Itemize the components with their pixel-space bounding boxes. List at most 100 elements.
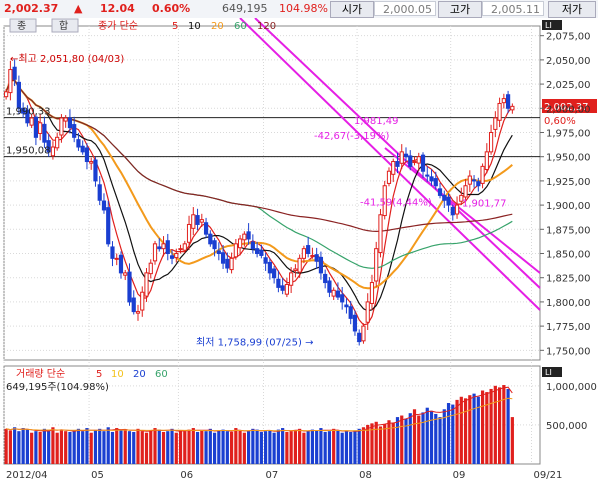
- volume-bar: [327, 431, 332, 464]
- candle-body: [72, 124, 77, 138]
- volume-bar: [34, 431, 38, 464]
- candle-body: [135, 311, 141, 314]
- volume-bar: [374, 421, 378, 464]
- candle-body: [212, 240, 217, 250]
- volume-tick-label: 500,000: [546, 421, 587, 432]
- volume-bar: [349, 431, 353, 464]
- price-tick-label: 2,000,00: [546, 104, 591, 115]
- candle-body: [301, 248, 307, 259]
- candle-body: [29, 117, 34, 126]
- candle-body: [93, 159, 98, 182]
- candle-body: [67, 117, 73, 129]
- volume-bar: [404, 418, 408, 464]
- candle-body: [442, 194, 447, 201]
- price-tick-label: 1,750,00: [546, 346, 591, 357]
- date-tick-label: 2012/04: [6, 470, 48, 481]
- price-tick-label: 1,775,00: [546, 322, 591, 333]
- candle-body: [403, 153, 409, 158]
- annotation-1990: 1,990,33: [6, 107, 51, 118]
- volume-bar: [408, 413, 412, 464]
- candle-body: [501, 98, 506, 104]
- volume-bar: [149, 430, 153, 464]
- volume-bar: [438, 417, 442, 464]
- ma-legend-period: 60: [234, 21, 247, 32]
- volume-bar: [412, 409, 417, 464]
- candle-body: [510, 105, 515, 111]
- volume-bar: [170, 428, 174, 464]
- volume-value-label: 649,195주(104.98%): [6, 382, 109, 393]
- candle-body: [306, 245, 311, 255]
- volume-bar: [21, 428, 25, 464]
- candle-body: [369, 282, 375, 304]
- legend-button-2[interactable]: [51, 18, 79, 33]
- candle-body: [46, 140, 51, 153]
- chart-area[interactable]: ←최고 2,051,80 (04/03) 최저 1,758,99 (07/25) …: [0, 18, 598, 484]
- li-badge-volume: [542, 367, 562, 377]
- volume-bar: [85, 428, 89, 464]
- candle-body: [454, 204, 460, 215]
- low-annotation: 최저 1,758,99 (07/25) →: [196, 337, 313, 349]
- volume-plot-frame: [3, 365, 541, 465]
- candle-body: [497, 102, 502, 121]
- volume-legend-period: 20: [133, 369, 146, 380]
- volume-bar: [336, 430, 340, 464]
- candle-body: [412, 161, 417, 164]
- candle-body: [25, 109, 30, 124]
- volume-bar: [387, 420, 391, 464]
- volume-bar: [127, 431, 132, 464]
- ma-legend-period: 10: [188, 21, 201, 32]
- annotation-change-1: -42,67(-3,19%): [314, 131, 390, 142]
- volume-tick-label: 1,000,000: [546, 382, 597, 393]
- candle-body: [199, 219, 204, 223]
- volume-bar: [378, 426, 383, 464]
- candle-body: [280, 285, 285, 291]
- candle-body: [250, 241, 255, 250]
- change-percent: 0.60%: [152, 2, 191, 15]
- li-badge-volume-label: LI: [545, 368, 552, 377]
- candle-body: [216, 250, 221, 255]
- volume-bar: [204, 431, 208, 464]
- volume-bar: [136, 428, 140, 464]
- annotation-change-2: -41,59(4,44%): [360, 197, 432, 208]
- volume-bar: [302, 432, 306, 464]
- candle-body: [433, 178, 438, 187]
- candle-body: [101, 200, 107, 211]
- volume-bar: [157, 429, 161, 464]
- candle-body: [76, 139, 81, 148]
- volume-bar: [306, 431, 310, 464]
- candle-body: [157, 246, 162, 250]
- candle-body: [169, 255, 175, 259]
- volume-bar: [208, 428, 212, 464]
- volume-bar: [442, 409, 446, 464]
- channel-line-lower: [239, 18, 541, 311]
- volume-bar: [323, 431, 327, 464]
- candle-body: [488, 131, 494, 153]
- volume-bar: [38, 431, 42, 464]
- candle-body: [463, 185, 468, 198]
- candle-body: [131, 297, 136, 313]
- candle-body: [378, 214, 383, 254]
- price-header: 2,002.37 ▲ 12.04 0.60% 649,195 104.98% 시…: [0, 0, 598, 19]
- volume-bar: [506, 388, 510, 464]
- candle-body: [118, 254, 124, 274]
- candle-body: [165, 240, 170, 255]
- volume-bar: [115, 428, 119, 464]
- candle-body: [106, 207, 111, 245]
- legend-button-1-label: 종: [17, 20, 26, 32]
- volume-bar: [344, 431, 349, 464]
- candle-body: [174, 253, 179, 259]
- volume-bar: [212, 432, 217, 464]
- volume-bar: [191, 428, 195, 464]
- price-tick-label: 1,850,00: [546, 250, 591, 261]
- up-arrow-icon: ▲: [74, 2, 83, 15]
- candle-body: [267, 261, 272, 274]
- candle-body: [259, 249, 264, 256]
- volume-bar: [476, 396, 480, 464]
- legend-button-1[interactable]: [9, 18, 37, 33]
- candle-body: [446, 196, 451, 206]
- volume-bar: [106, 427, 110, 464]
- candle-body: [408, 155, 413, 167]
- volume-legend-period: 5: [96, 369, 102, 380]
- volume-bar: [502, 385, 506, 464]
- candle-body: [80, 145, 85, 153]
